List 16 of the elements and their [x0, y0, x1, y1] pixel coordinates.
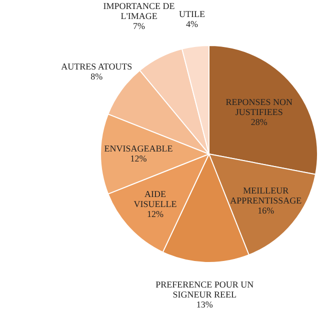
slice-label: ENVISAGEABLE	[104, 143, 174, 154]
slice-label: PREFERENCE POUR UN SIGNEUR REEL	[156, 279, 254, 300]
data-label: 12%	[130, 153, 148, 164]
slice-label: UTILE	[179, 8, 206, 19]
data-label: 28%	[250, 116, 268, 127]
data-label: 7%	[133, 21, 146, 32]
slice-label: AIDE VISUELLE	[134, 188, 178, 209]
data-label: 13%	[196, 299, 214, 310]
slice-label: IMPORTANCE DE L'IMAGE	[103, 1, 176, 22]
slice-label: REPONSES NON JUSTIFIEES	[226, 96, 294, 117]
data-label: 4%	[186, 18, 198, 29]
slice-label: AUTRES ATOUTS	[61, 62, 132, 72]
data-label: 8%	[90, 72, 104, 82]
data-label: 12%	[146, 208, 164, 219]
data-label: 16%	[258, 205, 275, 216]
slice-label: MEILLEUR APPRENTISSAGE	[230, 185, 302, 206]
